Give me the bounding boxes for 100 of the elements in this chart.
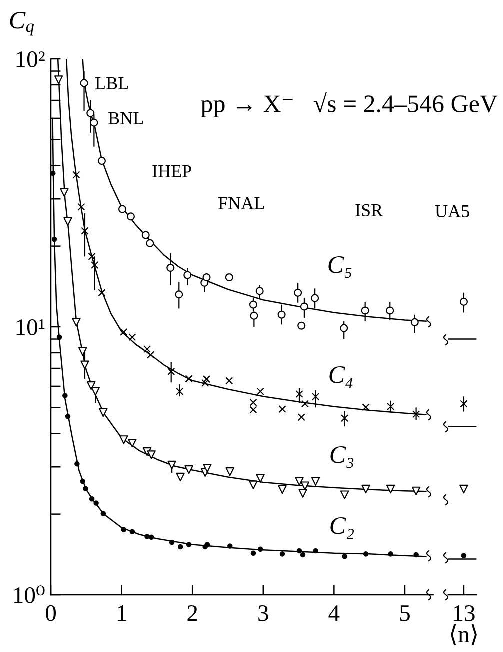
point	[120, 328, 128, 336]
x-tick-label: 5	[400, 606, 410, 622]
y-tick-label: 10⁰	[14, 586, 45, 604]
x-tick-label: 3	[258, 605, 268, 622]
point	[203, 464, 212, 473]
point	[100, 511, 106, 516]
point	[386, 306, 394, 315]
point	[311, 477, 320, 486]
point	[298, 414, 306, 422]
point	[56, 334, 62, 340]
point	[258, 546, 264, 552]
series-label: C₃	[330, 446, 354, 468]
point	[300, 552, 306, 558]
point	[250, 398, 258, 406]
point	[340, 414, 349, 422]
point	[298, 489, 308, 498]
x-tick-label: 1	[118, 606, 126, 622]
point	[81, 227, 89, 235]
point	[128, 438, 137, 448]
point	[90, 118, 98, 127]
point	[294, 288, 302, 297]
point	[168, 368, 176, 376]
point	[202, 375, 211, 384]
point	[225, 273, 234, 282]
point	[146, 239, 154, 248]
point	[363, 552, 369, 557]
point	[249, 300, 258, 309]
x-tick-label: 4	[328, 606, 340, 622]
point	[80, 79, 88, 88]
point	[147, 450, 156, 460]
annotation: ISR	[356, 204, 384, 217]
point	[362, 404, 370, 412]
point	[80, 478, 86, 484]
point	[386, 484, 396, 494]
point	[296, 390, 304, 398]
point	[54, 76, 64, 84]
point	[227, 544, 233, 549]
x-tick-label: 0	[46, 605, 56, 622]
point	[78, 203, 86, 211]
point	[176, 388, 184, 396]
point	[184, 466, 194, 474]
point	[342, 554, 348, 560]
point	[226, 468, 234, 476]
point	[412, 410, 420, 418]
point	[361, 306, 370, 315]
point	[313, 548, 318, 554]
point	[295, 477, 304, 486]
x-tick-label: 2	[188, 605, 198, 622]
x-tick-label: 13	[454, 605, 475, 622]
point	[168, 460, 176, 470]
point	[300, 482, 310, 490]
point	[98, 157, 106, 166]
y-tick-label: 10¹	[16, 319, 45, 336]
point	[142, 231, 150, 240]
point	[86, 382, 96, 390]
point	[340, 490, 350, 500]
point	[178, 544, 184, 550]
point	[130, 529, 136, 535]
point	[250, 406, 258, 414]
point	[278, 406, 286, 414]
point	[388, 552, 394, 557]
point	[72, 171, 80, 179]
point	[298, 322, 306, 330]
point	[143, 345, 152, 354]
point	[340, 324, 348, 332]
point	[94, 500, 99, 506]
annotation: BNL	[108, 112, 144, 124]
point	[256, 287, 264, 296]
point	[202, 273, 211, 282]
point	[250, 312, 258, 320]
y-axis-title: C$_{q}$	[10, 12, 34, 36]
point	[99, 408, 108, 418]
point	[301, 400, 309, 408]
point	[186, 542, 192, 548]
point	[311, 294, 320, 302]
text: pp → X⁻ √s = 2.4–546 GeV	[201, 92, 498, 118]
annotation: LBL	[96, 78, 128, 90]
point	[83, 486, 88, 492]
point	[91, 387, 100, 396]
point	[126, 212, 136, 221]
annotation: UA5	[435, 205, 470, 218]
point	[362, 484, 370, 494]
point	[184, 271, 192, 280]
point	[65, 414, 71, 420]
point	[278, 485, 287, 494]
point	[60, 188, 69, 198]
point	[51, 170, 56, 176]
point	[296, 548, 302, 554]
series-label: C₄	[330, 366, 353, 388]
point	[72, 318, 81, 327]
point	[256, 388, 264, 396]
series-label: C₂	[330, 517, 354, 540]
point	[256, 474, 265, 483]
point	[91, 261, 99, 270]
point	[148, 534, 154, 540]
point	[249, 480, 258, 490]
point	[412, 486, 421, 496]
y-tick-label: 10²	[16, 51, 45, 68]
annotation: IHEP	[152, 166, 192, 178]
point	[278, 310, 286, 319]
